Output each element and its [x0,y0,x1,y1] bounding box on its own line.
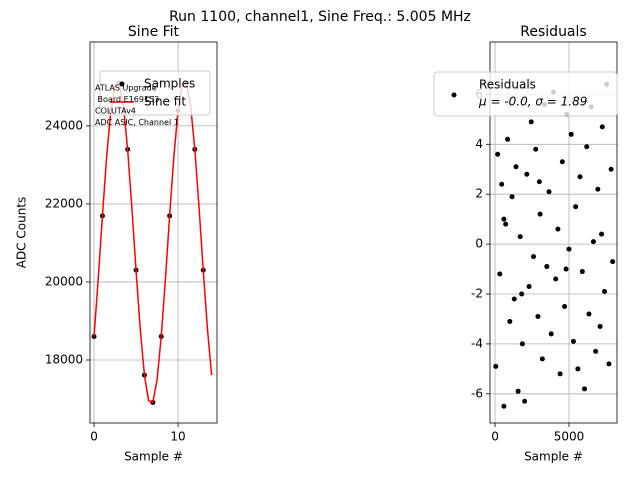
y-tick-label: 18000 [45,352,83,366]
point [515,388,521,394]
point [507,318,513,324]
point [497,271,503,277]
annotation: Board E169153 [95,95,159,104]
point [595,186,601,192]
point [544,264,550,270]
annotation: ATLAS Upgrade [95,84,157,93]
point [495,151,501,157]
point [559,159,565,165]
point [548,331,554,337]
y-tick-label: 4 [475,137,483,151]
point [499,181,505,187]
point [493,363,499,369]
y-tick-label: -2 [471,287,483,301]
x-tick-label: 5000 [554,430,585,444]
point [584,144,590,150]
plot-area [493,81,616,409]
point [557,371,563,377]
legend-label: Sine fit [144,95,186,109]
point [509,194,515,200]
x-tick-label: 0 [491,430,499,444]
point [513,164,519,170]
point [573,204,579,210]
point [563,266,569,272]
point [606,361,612,367]
y-tick-label: -6 [471,386,483,400]
point [511,296,517,302]
point [599,231,605,237]
figure-title: Run 1100, channel1, Sine Freq.: 5.005 MH… [169,9,471,25]
axes-frame [489,41,618,424]
point [562,303,568,309]
point [535,313,541,319]
point [539,356,545,362]
point [526,284,532,290]
point [522,398,528,404]
point [577,174,583,180]
legend-label: Samples [144,77,195,91]
legend-stats: μ = -0.0, σ = 1.89 [478,95,587,109]
point [582,386,588,392]
legend-box [99,70,211,116]
point [536,179,542,185]
point [608,166,614,172]
legend-swatch [119,81,125,87]
point [555,226,561,232]
point [566,246,572,252]
annotation: COLUTAv4 [95,107,136,116]
point [530,254,536,260]
point [597,323,603,329]
point [570,338,576,344]
point [575,366,581,372]
y-tick-label: 22000 [45,196,83,210]
point [610,259,616,265]
point [590,239,596,245]
x-tick-label: 10 [170,430,185,444]
fit-line [93,82,213,404]
point [586,311,592,317]
y-tick-label: 0 [475,237,483,251]
point [528,119,534,125]
point [593,348,599,354]
x-tick-label: 0 [90,430,98,444]
point [524,171,530,177]
legend-label: Residuals [479,78,536,92]
point [546,189,552,195]
point [553,276,559,282]
plot-area [91,80,213,405]
axes-title: Residuals [520,24,586,40]
point [519,341,525,347]
point [599,124,605,130]
legend-box [433,71,618,117]
point [537,211,543,217]
point [601,289,607,295]
point [501,403,507,409]
point [503,221,509,227]
y-axis-label: ADC Counts [15,197,29,269]
y-tick-label: 2 [475,187,483,201]
legend-swatch [451,92,457,98]
point [501,216,507,222]
point [568,131,574,137]
x-axis-label: Sample # [524,450,583,464]
point [533,146,539,152]
y-tick-label: -4 [471,336,483,350]
x-axis-label: Sample # [124,450,183,464]
axes-frame [89,41,218,424]
y-tick-label: 20000 [45,274,83,288]
point [579,269,585,275]
point [517,234,523,240]
y-tick-label: 24000 [45,118,83,132]
point [519,291,525,297]
point [505,136,511,142]
annotation: ADC ASIC, Channel 1 [95,118,179,127]
axes-title: Sine Fit [128,24,180,40]
